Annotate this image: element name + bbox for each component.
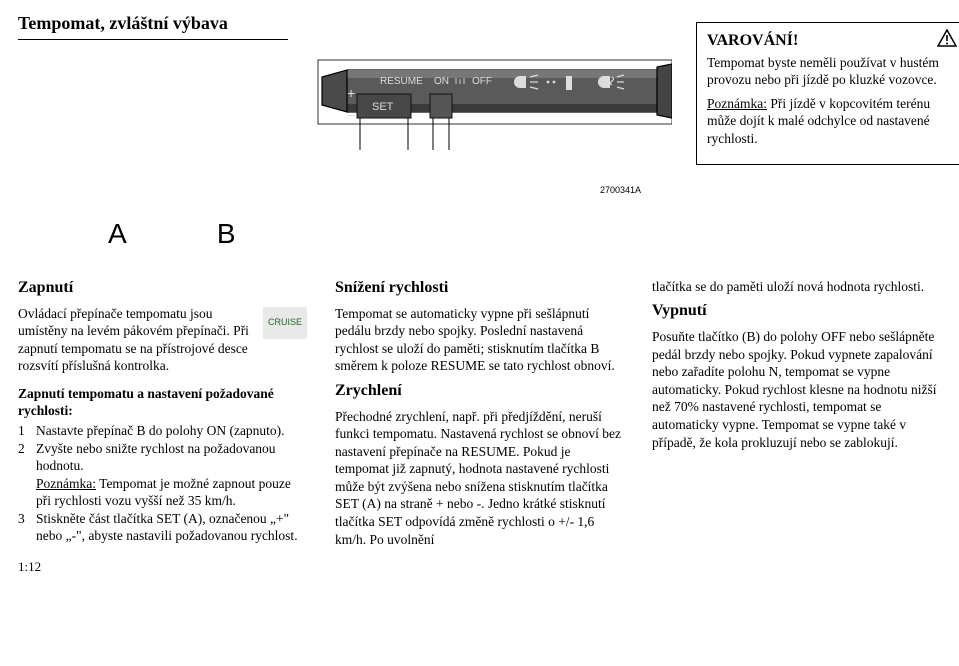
label-b: B	[217, 218, 236, 249]
plus-label: +	[347, 85, 355, 101]
vypnuti-text: Posuňte tlačítko (B) do polohy OFF nebo …	[652, 328, 941, 451]
stalk-diagram: RESUME ON OFF	[312, 12, 672, 172]
zrychleni-text: Přechodné zrychlení, např. při předjíždě…	[335, 408, 624, 548]
col3-cont: tlačítka se do paměti uloží nová hodnota…	[652, 278, 941, 296]
warning-note: Poznámka: Při jízdě v kopcovitém terénu …	[707, 95, 955, 148]
page-number: 1:12	[18, 559, 307, 576]
page-title: Tempomat, zvláštní výbava	[18, 12, 288, 35]
ab-labels: A B	[18, 198, 941, 278]
off-label: OFF	[472, 76, 492, 87]
zapnuti-sub: Zapnutí tempomatu a nastavení požadované…	[18, 385, 307, 420]
on-label: ON	[434, 76, 449, 87]
resume-label: RESUME	[380, 76, 423, 87]
minus-label: −	[347, 107, 355, 123]
label-a: A	[108, 218, 125, 249]
column-3: tlačítka se do paměti uloží nová hodnota…	[652, 278, 941, 576]
warning-title: VAROVÁNÍ!	[707, 31, 955, 52]
figure-code: 2700341A	[600, 185, 641, 195]
set-label: SET	[372, 101, 394, 113]
warning-text: Tempomat byste neměli používat v hustém …	[707, 54, 955, 89]
numbered-list: 1Nastavte přepínač B do polohy ON (zapnu…	[18, 422, 307, 545]
h-vypnuti: Vypnutí	[652, 301, 941, 322]
column-2: Snížení rychlosti Tempomat se automatick…	[335, 278, 624, 576]
column-1: Zapnutí CRUISE Ovládací přepínače tempom…	[18, 278, 307, 576]
h-zrychleni: Zrychlení	[335, 381, 624, 402]
title-underline	[18, 39, 288, 40]
snizeni-text: Tempomat se automaticky vypne při sešláp…	[335, 305, 624, 375]
warning-icon	[937, 29, 957, 47]
h-zapnuti: Zapnutí	[18, 278, 307, 299]
warning-box: VAROVÁNÍ! Tempomat byste neměli používat…	[696, 22, 959, 165]
cruise-icon: CRUISE	[263, 307, 307, 339]
h-snizeni: Snížení rychlosti	[335, 278, 624, 299]
